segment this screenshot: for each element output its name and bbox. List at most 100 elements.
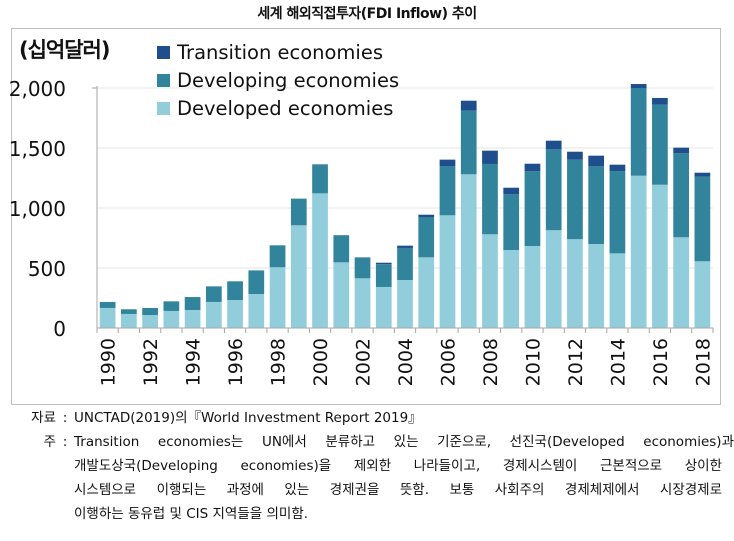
bar-segment-developing xyxy=(545,149,562,231)
y-tick-label: 1,000 xyxy=(9,197,66,221)
source-separator: : xyxy=(62,410,68,426)
bar-segment-developing xyxy=(99,301,116,308)
bar-segment-developed xyxy=(142,315,158,328)
y-tick-label: 2,000 xyxy=(9,77,66,101)
bar-segment-developed xyxy=(460,174,477,328)
bar-segment-developing xyxy=(142,307,158,316)
bar-segment-developed xyxy=(184,310,201,328)
legend-item-developed: Developed economies xyxy=(157,94,399,122)
bar-segment-developed xyxy=(333,262,350,328)
note-label: 주 xyxy=(43,434,56,450)
x-tick-label: 2016 xyxy=(650,338,672,386)
bar-segment-developed xyxy=(227,300,243,328)
footnotes: 자료 : UNCTAD(2019)의『World Investment Repo… xyxy=(0,406,734,526)
bar-segment-transition xyxy=(630,84,647,88)
x-tick-label: 2010 xyxy=(522,338,544,386)
bar-segment-developing xyxy=(652,104,668,185)
x-tick-label: 2000 xyxy=(310,338,332,386)
bar-segment-transition xyxy=(588,155,605,167)
bar-segment-developing xyxy=(121,309,137,314)
bar-segment-developed xyxy=(290,225,307,328)
chart-title: 세계 해외직접투자(FDI Inflow) 추이 xyxy=(257,6,477,22)
note-line-4: 이행하는 동유럽 및 CIS 지역들을 의미함. xyxy=(74,506,309,522)
source-note: 자료 : UNCTAD(2019)의『World Investment Repo… xyxy=(0,406,734,430)
bar-segment-developed xyxy=(545,230,562,328)
bar-segment-developed xyxy=(205,301,222,328)
bar-segment-transition xyxy=(397,245,413,248)
bar-segment-developing xyxy=(248,270,265,295)
legend-swatch-developed xyxy=(157,101,170,115)
bar-segment-developed xyxy=(630,175,647,328)
unit-label: (십억달러) xyxy=(19,38,110,62)
bar-segment-developed xyxy=(673,237,689,328)
bar-segment-developed xyxy=(163,310,180,328)
legend: Transition economies Developing economie… xyxy=(157,38,399,122)
bar-segment-developed xyxy=(503,250,520,328)
bar-segment-developed xyxy=(269,267,286,328)
bar-segment-developed xyxy=(418,257,435,328)
bar-segment-transition xyxy=(375,262,392,265)
x-tick-label: 1992 xyxy=(140,338,162,386)
bar-segment-transition xyxy=(545,140,562,150)
bar-segment-developing xyxy=(609,171,626,254)
bar-segment-developed xyxy=(375,286,392,328)
bar-segment-developed xyxy=(694,261,711,328)
bar-segment-transition xyxy=(567,151,583,160)
bar-segment-developing xyxy=(588,166,605,244)
bar-segment-developed xyxy=(609,253,626,328)
bar-segment-developed xyxy=(99,307,116,328)
bar-segment-developing xyxy=(460,110,477,175)
legend-item-transition: Transition economies xyxy=(157,38,399,66)
x-tick-label: 2004 xyxy=(395,338,417,386)
bar-segment-transition xyxy=(439,159,456,167)
bar-segment-developing xyxy=(269,245,286,268)
note-line-1: Transition economies는 UN에서 분류하고 있는 기준으로,… xyxy=(74,434,734,450)
bar-segment-transition xyxy=(503,187,520,195)
bar-segment-transition xyxy=(460,100,477,111)
x-tick-label: 1996 xyxy=(225,338,247,386)
explanation-note: 주 : Transition economies는 UN에서 분류하고 있는 기… xyxy=(0,430,734,454)
bar-segment-developing xyxy=(418,217,435,258)
bar-segment-transition xyxy=(652,97,668,105)
bar-segment-transition xyxy=(482,150,498,164)
bar-segment-transition xyxy=(524,163,541,172)
legend-label-transition: Transition economies xyxy=(177,40,384,64)
bar-segment-developing xyxy=(397,247,413,280)
bar-segment-developing xyxy=(439,166,456,216)
y-tick-label: 1,500 xyxy=(9,137,66,161)
bar-segment-developed xyxy=(567,239,583,328)
source-label: 자료 xyxy=(31,410,56,426)
bar-segment-developing xyxy=(184,297,201,310)
y-tick-label: 500 xyxy=(28,257,66,281)
legend-label-developed: Developed economies xyxy=(177,96,394,120)
bar-segment-developing xyxy=(290,198,307,226)
bar-segment-developed xyxy=(588,244,605,328)
bar-segment-developed xyxy=(439,215,456,328)
bar-segment-developed xyxy=(482,234,498,328)
legend-label-developing: Developing economies xyxy=(177,68,400,92)
bar-segment-developing xyxy=(312,165,328,194)
bar-segment-developing xyxy=(673,153,689,238)
x-tick-label: 2012 xyxy=(565,338,587,386)
bar-segment-developing xyxy=(567,159,583,240)
stacked-bar-chart: 0 500 1,000 1,500 2,000 1990 1992 1994 1996 1998 2… xyxy=(9,77,715,386)
bar-segment-developing xyxy=(524,171,541,247)
legend-swatch-developing xyxy=(157,73,170,87)
bar-segment-developed xyxy=(524,246,541,328)
bar-segment-transition xyxy=(609,164,626,172)
bar-segment-developing xyxy=(630,88,647,176)
legend-swatch-transition xyxy=(157,45,170,59)
y-tick-label: 0 xyxy=(53,317,66,341)
note-separator: : xyxy=(62,434,68,450)
x-tick-label: 2008 xyxy=(480,338,502,386)
bar-segment-developed xyxy=(354,278,371,328)
bar-segment-developing xyxy=(333,235,350,263)
bar-segment-developed xyxy=(397,280,413,328)
x-tick-label: 2018 xyxy=(692,338,714,386)
bar-segment-developing xyxy=(205,286,222,302)
bar-segment-developed xyxy=(652,184,668,328)
legend-item-developing: Developing economies xyxy=(157,66,399,94)
note-line-3: 시스템으로 이행되는 과정에 있는 경제권을 뜻함. 보통 사회주의 경제체제에… xyxy=(74,482,722,498)
bar-segment-developed xyxy=(312,193,328,328)
x-tick-label: 2002 xyxy=(353,338,375,386)
